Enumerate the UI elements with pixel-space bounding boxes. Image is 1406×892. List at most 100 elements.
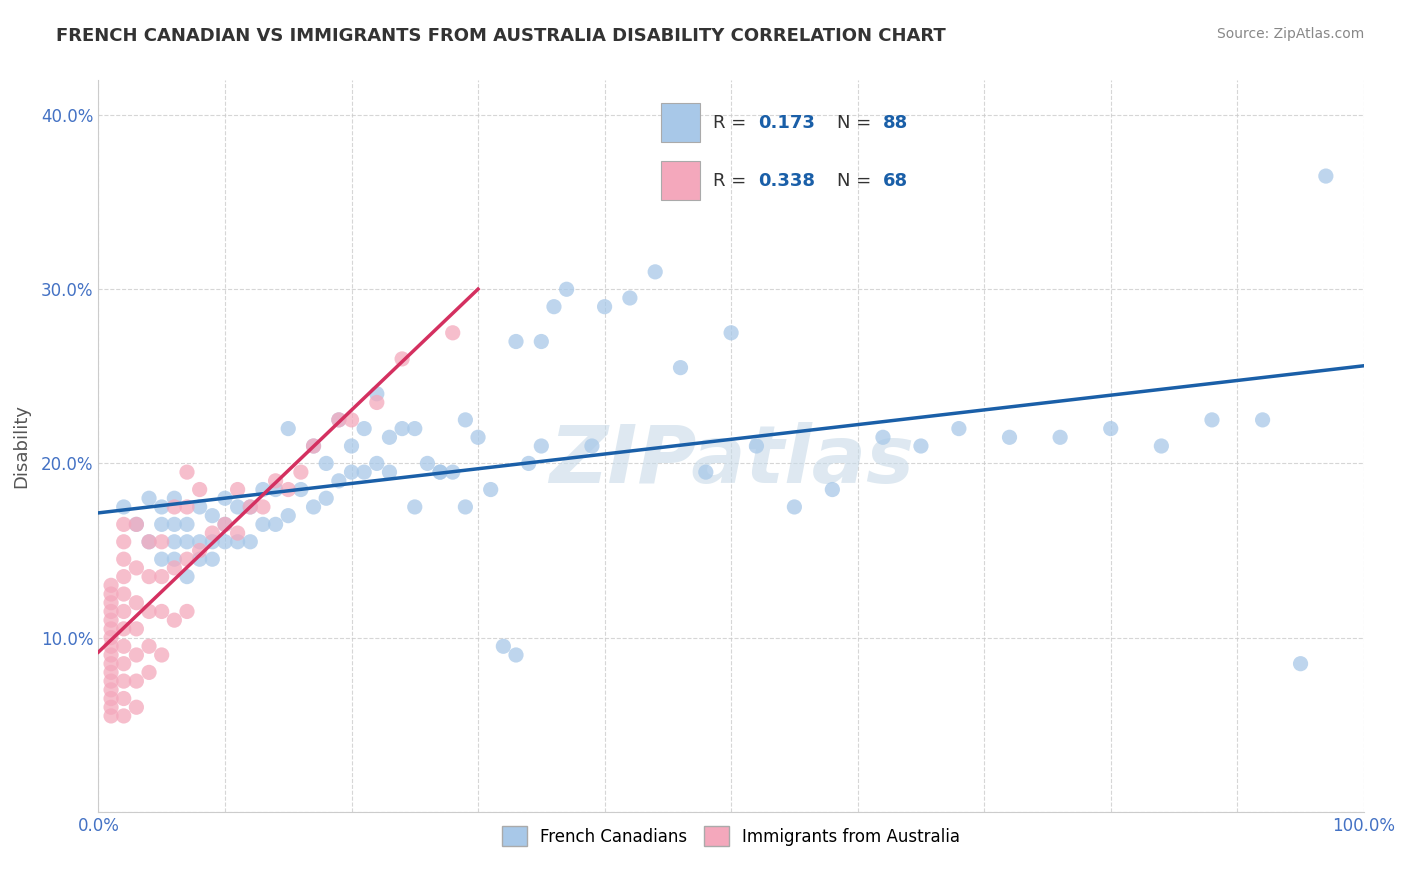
Point	[441, 465, 464, 479]
Point	[252, 517, 274, 532]
Point	[201, 508, 224, 523]
Point	[669, 360, 692, 375]
Point	[176, 465, 198, 479]
Point	[112, 534, 135, 549]
Point	[378, 465, 401, 479]
Point	[163, 491, 186, 506]
Point	[429, 465, 451, 479]
Point	[100, 682, 122, 697]
Point	[176, 500, 198, 514]
Point	[315, 457, 337, 471]
Point	[112, 517, 135, 532]
Point	[100, 578, 122, 592]
Point	[505, 334, 527, 349]
Point	[302, 439, 325, 453]
Point	[201, 534, 224, 549]
Point	[112, 709, 135, 723]
Point	[226, 500, 249, 514]
Point	[353, 421, 375, 435]
Point	[492, 640, 515, 654]
Point	[277, 483, 299, 497]
Point	[176, 552, 198, 566]
Point	[100, 587, 122, 601]
Point	[264, 474, 287, 488]
Point	[644, 265, 666, 279]
Point	[429, 465, 451, 479]
Point	[112, 569, 135, 583]
Text: Source: ZipAtlas.com: Source: ZipAtlas.com	[1216, 27, 1364, 41]
Point	[138, 640, 160, 654]
Point	[226, 483, 249, 497]
Point	[264, 517, 287, 532]
Point	[125, 622, 148, 636]
Point	[163, 613, 186, 627]
Point	[163, 561, 186, 575]
Point	[328, 474, 350, 488]
Point	[467, 430, 489, 444]
Point	[366, 395, 388, 409]
Point	[188, 552, 211, 566]
Point	[150, 534, 173, 549]
Point	[239, 534, 262, 549]
Point	[100, 700, 122, 714]
Point	[290, 465, 312, 479]
Point	[163, 552, 186, 566]
Point	[112, 552, 135, 566]
Point	[112, 622, 135, 636]
Point	[910, 439, 932, 453]
Point	[125, 700, 148, 714]
Point	[176, 534, 198, 549]
Point	[416, 457, 439, 471]
Point	[100, 648, 122, 662]
Point	[100, 631, 122, 645]
Point	[353, 465, 375, 479]
Point	[176, 604, 198, 618]
Point	[112, 604, 135, 618]
Point	[252, 500, 274, 514]
Point	[125, 674, 148, 689]
Point	[366, 386, 388, 401]
Point	[226, 534, 249, 549]
Point	[214, 517, 236, 532]
Point	[479, 483, 502, 497]
Point	[112, 640, 135, 654]
Point	[125, 561, 148, 575]
Point	[555, 282, 578, 296]
Point	[619, 291, 641, 305]
Point	[340, 465, 363, 479]
Point	[720, 326, 742, 340]
Point	[328, 413, 350, 427]
Point	[226, 526, 249, 541]
Point	[100, 640, 122, 654]
Point	[150, 604, 173, 618]
Point	[112, 657, 135, 671]
Point	[328, 413, 350, 427]
Point	[404, 500, 426, 514]
Point	[378, 430, 401, 444]
Point	[391, 351, 413, 366]
Point	[214, 517, 236, 532]
Point	[188, 500, 211, 514]
Point	[125, 517, 148, 532]
Point	[391, 421, 413, 435]
Point	[100, 674, 122, 689]
Point	[581, 439, 603, 453]
Y-axis label: Disability: Disability	[11, 404, 30, 488]
Point	[176, 569, 198, 583]
Point	[872, 430, 894, 444]
Point	[1315, 169, 1337, 183]
Point	[277, 508, 299, 523]
Point	[543, 300, 565, 314]
Point	[112, 674, 135, 689]
Point	[1201, 413, 1223, 427]
Point	[138, 534, 160, 549]
Point	[150, 500, 173, 514]
Point	[695, 465, 717, 479]
Point	[290, 483, 312, 497]
Legend: French Canadians, Immigrants from Australia: French Canadians, Immigrants from Austra…	[494, 818, 969, 855]
Point	[1099, 421, 1122, 435]
Point	[150, 648, 173, 662]
Point	[201, 526, 224, 541]
Text: FRENCH CANADIAN VS IMMIGRANTS FROM AUSTRALIA DISABILITY CORRELATION CHART: FRENCH CANADIAN VS IMMIGRANTS FROM AUSTR…	[56, 27, 946, 45]
Point	[998, 430, 1021, 444]
